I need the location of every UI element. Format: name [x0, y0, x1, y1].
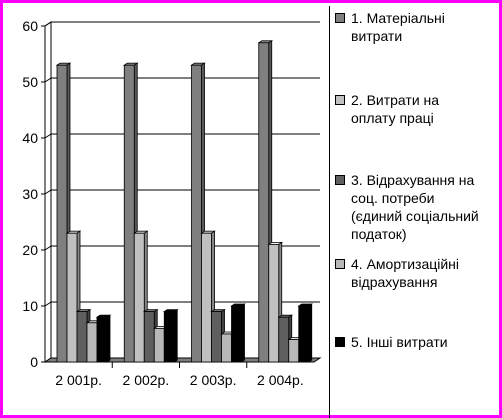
- bar-4-2: [153, 327, 165, 363]
- bar-2-4: [268, 243, 280, 363]
- legend-label-line: 3. Відрахування на: [351, 172, 475, 188]
- legend-label-line: відрахування: [351, 274, 438, 290]
- bar-1-1: [56, 64, 68, 363]
- x-tick-label: 2 003р.: [190, 372, 237, 388]
- legend-swatch: [335, 259, 345, 269]
- legend-label-line: 1. Матеріальні: [351, 10, 445, 26]
- bar-1-2: [123, 64, 135, 363]
- gridline-wall: [44, 245, 52, 251]
- bar-side: [106, 314, 111, 363]
- legend-label-line: 5. Інші витрати: [351, 334, 448, 350]
- bar-1-3: [191, 64, 202, 363]
- bar-2-1: [66, 232, 78, 363]
- legend-item-1: 1. Матеріальні витрати: [335, 9, 502, 45]
- bar-5-3: [231, 305, 242, 363]
- legend-label: 4. Амортизаційні відрахування: [351, 255, 502, 291]
- legend-label-line: 4. Амортизаційні: [351, 256, 460, 272]
- y-tick-label: 20: [22, 242, 38, 258]
- y-tick-label: 50: [22, 74, 38, 90]
- legend-item-5: 5. Інші витрати: [335, 333, 502, 351]
- x-tick-label: 2 002р.: [123, 372, 170, 388]
- bar-4-1: [86, 322, 98, 363]
- bar-2-3: [201, 232, 212, 363]
- legend-item-3: 3. Відрахування на соц. потреби (єдиний со…: [335, 171, 502, 243]
- bar-5-1: [96, 316, 108, 363]
- legend-label-line: соц. потреби: [351, 190, 435, 206]
- legend-label: 1. Матеріальні витрати: [351, 9, 502, 45]
- legend-label: 3. Відрахування на соц. потреби (єдиний со…: [351, 171, 502, 243]
- gridline-wall: [44, 77, 52, 83]
- legend-label: 2. Витрати на оплату праці: [351, 91, 502, 127]
- bar-side: [241, 303, 245, 363]
- y-tick-label: 60: [22, 18, 38, 34]
- gridline-wall: [44, 189, 52, 195]
- y-tick-label: 40: [22, 130, 38, 146]
- bar-3-2: [143, 311, 155, 363]
- x-tick-label: 2 001р.: [55, 372, 102, 388]
- bar-4-4: [288, 339, 300, 363]
- bar-3-4: [278, 316, 290, 363]
- x-tick-label: 2 004р.: [257, 372, 304, 388]
- legend-label-line: податок): [351, 226, 407, 242]
- gridline-wall: [44, 21, 52, 27]
- bar-5-4: [298, 305, 310, 363]
- legend-label-line: витрати: [351, 28, 403, 44]
- bar-side: [173, 308, 178, 363]
- bar-5-2: [163, 311, 175, 363]
- bar-3-3: [211, 311, 222, 363]
- legend-swatch: [335, 13, 345, 23]
- legend-item-4: 4. Амортизаційні відрахування: [335, 255, 502, 291]
- y-tick-label: 30: [22, 186, 38, 202]
- bar-4-3: [221, 333, 232, 363]
- chart-plot: 0 10 20 30 40 50 60 2 001р. 2 002р. 2 003р. 2 004р…: [22, 18, 322, 388]
- bar-2-2: [133, 232, 145, 363]
- legend-divider: [329, 6, 330, 418]
- bar-3-1: [76, 311, 88, 363]
- legend-swatch: [335, 175, 345, 185]
- legend-label: 5. Інші витрати: [351, 333, 502, 351]
- bar-1-4: [258, 42, 270, 363]
- y-tick-label: 10: [22, 298, 38, 314]
- y-tick-label: 0: [30, 354, 38, 370]
- legend-swatch: [335, 95, 345, 105]
- legend-label-line: оплату праці: [351, 110, 434, 126]
- legend-label-line: (єдиний соціальний: [351, 208, 479, 224]
- legend-swatch: [335, 337, 345, 347]
- legend-item-2: 2. Витрати на оплату праці: [335, 91, 502, 127]
- gridline-wall: [44, 301, 52, 307]
- gridline-wall: [44, 133, 52, 139]
- legend-label-line: 2. Витрати на: [351, 92, 440, 108]
- bar-side: [308, 303, 313, 363]
